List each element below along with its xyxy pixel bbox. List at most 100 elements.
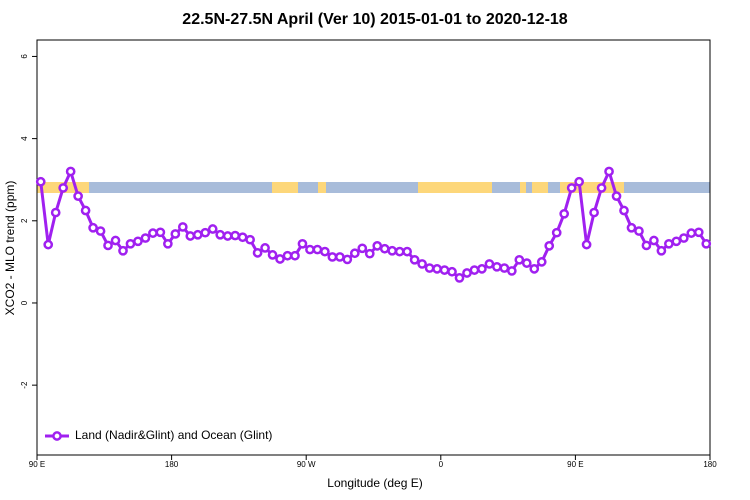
data-point [215, 229, 226, 240]
data-point [230, 230, 241, 241]
data-point [133, 236, 143, 247]
x-tick-label: 0 [439, 460, 444, 469]
data-point [686, 228, 697, 238]
data-point [492, 261, 502, 272]
data-point [671, 236, 682, 247]
data-point [125, 238, 136, 249]
data-point [282, 250, 293, 261]
data-point [140, 233, 151, 243]
map-strip [37, 182, 710, 193]
data-point [424, 263, 435, 273]
data-point [118, 245, 128, 256]
data-point [335, 252, 345, 262]
data-point [245, 234, 255, 245]
data-point [649, 235, 659, 246]
y-axis-label: XCO2 - MLO trend (ppm) [3, 181, 17, 316]
data-point [222, 231, 233, 241]
data-point [312, 244, 323, 255]
data-point [35, 176, 46, 187]
data-point [357, 243, 368, 254]
data-point [626, 222, 637, 233]
data-point [551, 227, 562, 238]
x-tick-label: 180 [703, 460, 717, 469]
data-point [417, 259, 427, 269]
data-point [536, 257, 547, 267]
data-point [402, 246, 412, 257]
y-tick-label: 4 [20, 136, 29, 141]
x-tick-label: 90 W [297, 460, 316, 469]
data-point [275, 254, 285, 264]
data-point [589, 207, 599, 218]
legend-marker [52, 431, 62, 441]
data-point [387, 245, 398, 256]
data-point [462, 268, 472, 278]
x-tick-label: 90 E [567, 460, 583, 469]
data-point [559, 208, 570, 219]
data-point [192, 229, 203, 240]
data-point [529, 264, 540, 274]
data-point [110, 235, 121, 246]
data-point [574, 176, 584, 187]
data-point [619, 205, 629, 216]
data-point [88, 222, 98, 233]
data-point [50, 207, 61, 218]
chart-title: 22.5N-27.5N April (Ver 10) 2015-01-01 to… [182, 11, 568, 28]
data-point [506, 266, 517, 276]
data-point [499, 263, 510, 273]
data-point [447, 266, 457, 277]
data-point [155, 227, 166, 238]
data-point [170, 229, 181, 239]
data-point [641, 240, 652, 251]
data-point [148, 228, 158, 238]
data-point [252, 247, 263, 258]
data-point [394, 246, 405, 257]
y-tick-label: -2 [20, 381, 29, 389]
data-point [95, 226, 106, 236]
data-point [177, 222, 188, 232]
data-point [469, 265, 480, 275]
data-point [103, 240, 113, 251]
data-point [581, 239, 592, 250]
x-axis-label: Longitude (deg E) [327, 476, 422, 490]
data-point [521, 258, 532, 268]
data-point [185, 231, 196, 241]
x-tick-label: 180 [165, 460, 179, 469]
data-point [290, 250, 300, 261]
data-point [200, 227, 211, 238]
data-point [544, 241, 555, 251]
data-point [604, 166, 614, 177]
data-point [432, 264, 442, 274]
data-point [43, 239, 54, 250]
data-point [65, 166, 76, 177]
data-point [678, 233, 689, 243]
data-point [80, 205, 91, 216]
data-point [364, 248, 375, 259]
y-tick-label: 6 [20, 54, 29, 59]
data-point [260, 243, 270, 253]
data-point [379, 243, 390, 254]
data-point [237, 232, 248, 243]
data-point [372, 241, 383, 251]
data-point [327, 252, 338, 262]
data-point [454, 273, 465, 283]
data-point [320, 246, 330, 257]
y-tick-label: 0 [20, 300, 29, 305]
data-point [596, 183, 607, 193]
data-point [611, 191, 622, 201]
data-point [439, 265, 450, 275]
data-point [297, 238, 308, 249]
data-point [349, 248, 360, 259]
data-point [566, 183, 577, 193]
data-point [634, 226, 644, 236]
data-point [477, 264, 487, 274]
x-tick-label: 90 E [29, 460, 45, 469]
data-point [484, 259, 495, 269]
plot-frame [36, 39, 711, 456]
y-tick-label: 2 [20, 218, 29, 223]
data-point [342, 254, 353, 265]
data-point [58, 183, 69, 193]
data-point [409, 254, 420, 265]
data-point [664, 238, 674, 249]
data-point [73, 191, 83, 201]
